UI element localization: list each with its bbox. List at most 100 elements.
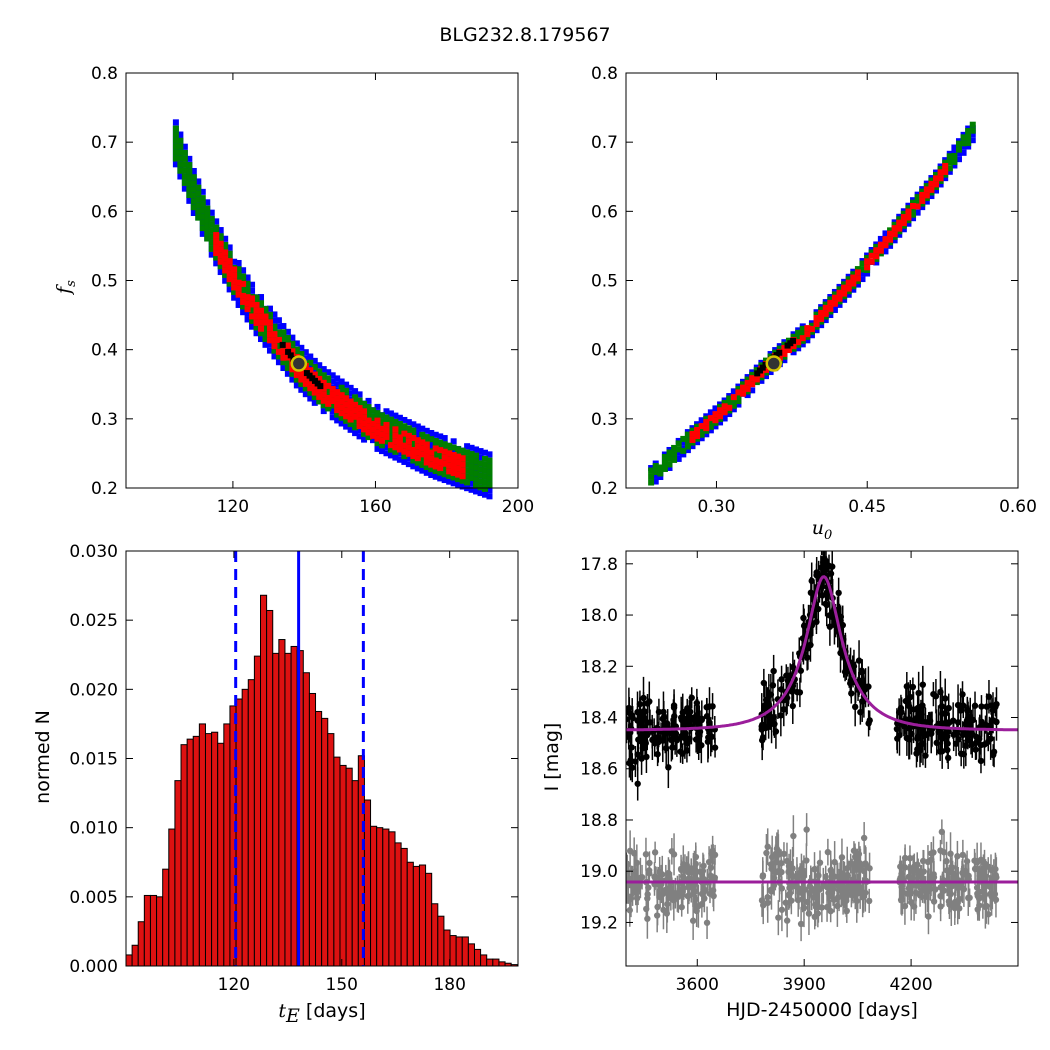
density-cell-2sigma xyxy=(190,186,197,193)
density-cell-3sigma xyxy=(414,423,421,430)
density-cell-2sigma xyxy=(652,469,659,476)
photometry-point xyxy=(964,737,972,744)
density-cell-1sigma xyxy=(896,225,903,232)
density-cell-2sigma xyxy=(900,210,907,217)
density-cell-2sigma xyxy=(249,317,256,324)
photometry-point xyxy=(660,714,668,721)
density-cell-1sigma xyxy=(717,407,724,414)
density-cell-1sigma xyxy=(707,415,714,422)
density-cell-1sigma xyxy=(441,454,448,461)
density-cell-1sigma xyxy=(441,448,448,455)
density-cell-2sigma xyxy=(186,174,193,181)
density-cell-1sigma xyxy=(401,448,408,455)
density-cell-3sigma xyxy=(396,450,403,457)
density-cell-2sigma xyxy=(199,195,206,202)
density-cell-1sigma xyxy=(827,299,834,306)
density-cell-3sigma xyxy=(845,291,852,298)
density-cell-1sigma xyxy=(226,264,233,271)
density-cell-3sigma xyxy=(275,317,282,324)
density-cell-2sigma xyxy=(284,359,291,366)
residual-point xyxy=(626,882,631,889)
density-cell-1sigma xyxy=(790,343,797,350)
density-cell-2sigma xyxy=(684,437,691,444)
density-cell-1sigma xyxy=(446,462,453,469)
y-tick-label: 0.7 xyxy=(91,133,118,153)
residual-point xyxy=(786,890,794,897)
density-cell-1sigma xyxy=(347,404,354,411)
density-cell-1sigma xyxy=(311,371,318,378)
density-cell-2sigma xyxy=(401,453,408,460)
residual-point xyxy=(778,906,786,913)
x-tick-label: 120 xyxy=(218,975,250,995)
density-cell-3sigma xyxy=(365,397,372,404)
density-cell-1sigma xyxy=(432,463,439,470)
density-cell-2sigma xyxy=(325,405,332,412)
density-cell-3sigma xyxy=(226,286,233,293)
density-cell-2sigma xyxy=(244,280,251,287)
density-cell-2sigma xyxy=(253,294,260,301)
density-cell-2sigma xyxy=(181,149,188,156)
density-cell-1sigma xyxy=(244,306,251,313)
residual-point xyxy=(938,828,946,836)
density-cell-2sigma xyxy=(190,174,197,181)
density-cell-2sigma xyxy=(284,365,291,372)
density-cell-1sigma xyxy=(905,214,912,221)
density-cell-2sigma xyxy=(473,452,480,459)
density-cell-1sigma xyxy=(749,381,756,388)
density-cell-1sigma xyxy=(370,426,377,433)
photometry-point xyxy=(910,706,917,713)
density-cell-2sigma xyxy=(405,425,412,432)
photometry-point xyxy=(835,589,842,597)
density-cell-3sigma xyxy=(235,295,242,302)
density-cell-1sigma xyxy=(795,339,802,346)
density-cell-2sigma xyxy=(946,153,953,160)
density-cell-2sigma xyxy=(352,394,359,401)
photometry-point xyxy=(644,700,651,707)
residual-point xyxy=(783,857,791,865)
density-cell-1sigma xyxy=(392,444,399,451)
photometry-point xyxy=(993,718,1000,726)
density-cell-2sigma xyxy=(396,421,403,428)
density-cell-3sigma xyxy=(464,443,471,450)
residual-point xyxy=(991,890,999,898)
density-cell-1sigma xyxy=(459,461,466,468)
y-tick-label: 18.6 xyxy=(580,760,618,780)
photometry-point xyxy=(706,703,713,710)
density-cell-2sigma xyxy=(289,340,296,347)
density-cell-1sigma xyxy=(694,432,701,439)
density-cell-1sigma xyxy=(405,438,412,445)
density-cell-2sigma xyxy=(231,288,238,295)
density-cell-1sigma xyxy=(813,321,820,328)
density-cell-1sigma xyxy=(378,437,385,444)
density-cell-1sigma xyxy=(231,284,238,291)
panel-light-curve: 3600 3900 4200 17.8 18.0 18.2 18.4 18.6 18.8 19.0… xyxy=(580,550,1019,995)
density-cell-1sigma xyxy=(423,441,430,448)
density-cell-2sigma xyxy=(275,353,282,360)
histogram-bar xyxy=(492,958,500,967)
histogram-bar xyxy=(498,961,506,967)
density-cell-1sigma xyxy=(850,280,857,287)
residual-point xyxy=(811,866,818,873)
density-cell-2sigma xyxy=(352,424,359,431)
y-tick-label: 0.025 xyxy=(69,611,118,631)
density-cell-1sigma xyxy=(437,465,444,472)
figure-title: BLG232.8.179567 xyxy=(439,24,610,46)
photometry-point xyxy=(988,718,995,725)
density-cell-3sigma xyxy=(841,296,848,303)
u0-axis-label: u0 xyxy=(812,517,833,543)
histogram-bar xyxy=(443,929,451,967)
photometry-point xyxy=(663,720,671,727)
residual-point xyxy=(973,884,981,891)
photometry-point xyxy=(670,702,678,709)
x-tick-label: 200 xyxy=(502,497,534,517)
density-cell-3sigma xyxy=(873,259,880,266)
density-cell-2sigma xyxy=(707,423,714,430)
density-cell-3sigma xyxy=(910,215,917,222)
density-cell-1sigma xyxy=(450,451,457,458)
density-cell-2sigma xyxy=(334,411,341,418)
photometry-point xyxy=(914,733,922,740)
density-cell-1sigma xyxy=(914,203,921,210)
density-cell-2sigma xyxy=(822,301,829,308)
density-cell-3sigma xyxy=(437,475,444,482)
density-cell-1sigma xyxy=(298,370,305,377)
